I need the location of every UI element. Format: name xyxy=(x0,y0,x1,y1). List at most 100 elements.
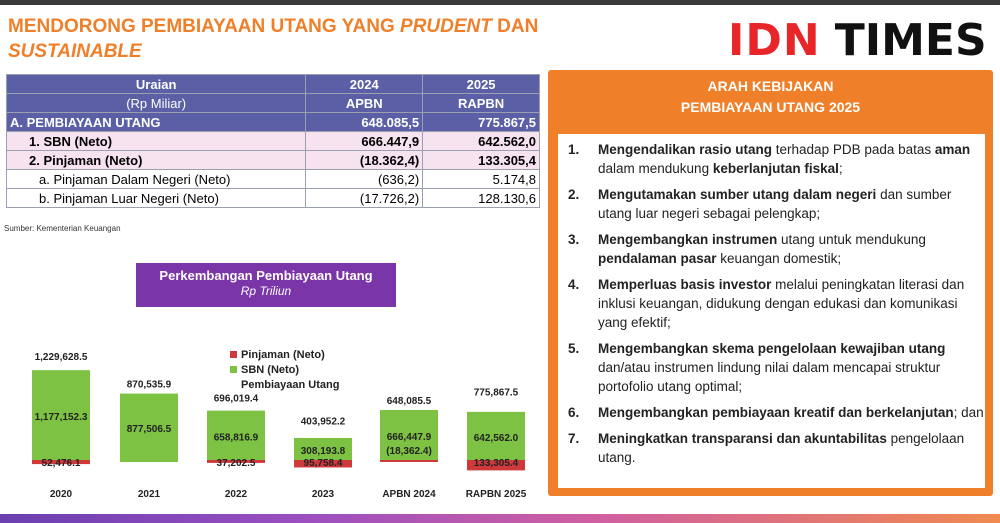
sbn-value-label: 658,816.9 xyxy=(214,432,259,443)
policy-text-bold: Mengembangkan skema pengelolaan kewajiba… xyxy=(598,341,946,356)
sbn-bar xyxy=(467,411,525,462)
policy-item-number: 5. xyxy=(568,341,580,356)
chart-title: Perkembangan Pembiayaan Utang xyxy=(159,268,373,283)
bottom-bar xyxy=(0,514,1000,523)
title-line2: SUSTAINABLE xyxy=(8,41,142,62)
row-value-2025: 133.305,4 xyxy=(422,150,540,170)
sbn-bar xyxy=(207,410,265,462)
legend-label: Pembiayaan Utang xyxy=(241,379,339,391)
header-year1: 2024 xyxy=(305,74,424,94)
header-apbn: APBN xyxy=(305,93,424,113)
policy-item-text: Meningkatkan transparansi dan akuntabili… xyxy=(598,429,984,467)
policy-text-bold: Mengendalikan rasio utang xyxy=(598,142,773,157)
legend-label: Pinjaman (Neto) xyxy=(241,349,325,361)
policy-text-bold: pendalaman pasar xyxy=(598,251,717,266)
policy-item: 4. Memperluas basis investor melalui peni… xyxy=(564,275,984,332)
policy-text: pengelolaan utang. xyxy=(598,431,965,465)
policy-list: 1. Mengendalikan rasio utang terhadap PDB… xyxy=(564,140,984,474)
policy-item: 3. Mengembangkan instrumen utang untuk me… xyxy=(564,230,984,268)
row-value-2025: 775.867,5 xyxy=(422,112,540,132)
page-title: MENDORONG PEMBIAYAAN UTANG YANG PRUDENT … xyxy=(8,14,568,64)
policy-title-line2: PEMBIAYAAN UTANG 2025 xyxy=(680,99,861,115)
category-label: 2020 xyxy=(50,489,73,500)
policy-text-bold: Mengembangkan instrumen xyxy=(598,232,778,247)
chart-title-box: Perkembangan Pembiayaan Utang Rp Triliun xyxy=(136,263,396,307)
policy-item-text: Mengembangkan pembiayaan kreatif dan ber… xyxy=(598,403,984,422)
pinjaman-bar xyxy=(294,460,352,468)
row-value-2024: (17.726,2) xyxy=(305,188,424,208)
pinjaman-value-label: 52,476.1 xyxy=(42,458,81,469)
pinjaman-value-label: 133,305.4 xyxy=(474,458,519,469)
logo-idn: IDN xyxy=(728,14,821,66)
policy-text-bold: Mengembangkan pembiayaan kreatif dan ber… xyxy=(598,405,954,420)
chart-unit: Rp Triliun xyxy=(240,284,292,298)
policy-item: 7. Meningkatkan transparansi dan akuntabi… xyxy=(564,429,984,467)
policy-item-number: 4. xyxy=(568,277,580,292)
policy-text-bold: aman xyxy=(934,142,971,157)
header-year2: 2025 xyxy=(422,74,540,94)
policy-item-text: Mengutamakan sumber utang dalam negeri d… xyxy=(598,185,984,223)
policy-item-text: Memperluas basis investor melalui pening… xyxy=(598,275,984,332)
pinjaman-bar xyxy=(207,460,265,463)
policy-panel-body xyxy=(558,134,985,488)
policy-item: 2. Mengutamakan sumber utang dalam negeri… xyxy=(564,185,984,223)
table-row: 1. SBN (Neto) 666.447,9 642.562,0 xyxy=(5,131,540,151)
policy-text: dalam mendukung xyxy=(598,161,713,176)
row-value-2024: (636,2) xyxy=(305,169,424,189)
row-value-2024: 648.085,5 xyxy=(305,112,424,132)
sbn-value-label: 1,177,152.3 xyxy=(35,412,88,423)
pinjaman-bar xyxy=(32,460,90,465)
category-label: 2021 xyxy=(138,489,161,500)
category-label: RAPBN 2025 xyxy=(466,489,527,500)
source-note: Sumber: Kementerian Keuangan xyxy=(4,224,121,233)
title-part2: DAN xyxy=(491,16,539,37)
policy-item-number: 3. xyxy=(568,232,580,247)
row-label: 2. Pinjaman (Neto) xyxy=(5,150,307,170)
header-unit: (Rp Miliar) xyxy=(5,93,307,113)
pinjaman-bar xyxy=(467,460,525,471)
title-part1: MENDORONG PEMBIAYAAN UTANG YANG xyxy=(8,16,401,37)
total-value-label: 403,952.2 xyxy=(301,416,346,427)
policy-item-number: 2. xyxy=(568,187,580,202)
total-value-label: 870,535.9 xyxy=(127,380,172,391)
policy-item: 6. Mengembangkan pembiayaan kreatif dan b… xyxy=(564,403,984,422)
row-label: 1. SBN (Neto) xyxy=(5,131,307,151)
pinjaman-bar xyxy=(380,460,438,462)
policy-text-bold: Meningkatkan transparansi dan akuntabili… xyxy=(598,431,887,446)
total-value-label: 696,019.4 xyxy=(214,394,259,405)
total-value-label: 1,229,628.5 xyxy=(35,352,88,363)
legend-label: SBN (Neto) xyxy=(241,364,299,376)
legend-swatch xyxy=(230,351,237,358)
idn-times-logo: IDN TIMES xyxy=(728,14,987,66)
sbn-value-label: 666,447.9 xyxy=(387,432,432,443)
row-label: a. Pinjaman Dalam Negeri (Neto) xyxy=(5,169,307,189)
sbn-value-label: 308,193.8 xyxy=(301,446,346,457)
logo-times: TIMES xyxy=(834,14,987,66)
sbn-bar xyxy=(120,393,178,462)
policy-item-number: 1. xyxy=(568,142,580,157)
legend-swatch xyxy=(230,366,237,373)
category-label: 2023 xyxy=(312,489,335,500)
policy-text-bold: Memperluas basis investor xyxy=(598,277,772,292)
sbn-bar xyxy=(294,437,352,462)
row-label: A. PEMBIAYAAN UTANG xyxy=(5,112,307,132)
row-value-2024: (18.362,4) xyxy=(305,150,424,170)
policy-text: utang untuk mendukung xyxy=(777,232,926,247)
policy-item-number: 6. xyxy=(568,405,580,420)
policy-text-bold: Mengutamakan sumber utang dalam negeri xyxy=(598,187,877,202)
header-uraian: Uraian xyxy=(5,74,307,94)
policy-text: dan/atau instrumen lindung nilai dalam m… xyxy=(598,360,941,394)
top-bar xyxy=(0,0,1000,5)
policy-text: keuangan domestik; xyxy=(716,251,842,266)
policy-item-text: Mengembangkan skema pengelolaan kewajiba… xyxy=(598,339,984,396)
policy-text: ; dan xyxy=(953,405,984,420)
sbn-bar xyxy=(380,410,438,462)
table-row: A. PEMBIAYAAN UTANG 648.085,5 775.867,5 xyxy=(5,112,540,132)
table-row: 2. Pinjaman (Neto) (18.362,4) 133.305,4 xyxy=(5,150,540,170)
row-value-2025: 5.174,8 xyxy=(422,169,540,189)
policy-text: dan sumber utang luar negeri sebagai pel… xyxy=(598,187,952,221)
pinjaman-value-label: (18,362.4) xyxy=(386,446,432,457)
row-value-2024: 666.447,9 xyxy=(305,131,424,151)
row-value-2025: 128.130,6 xyxy=(422,188,540,208)
